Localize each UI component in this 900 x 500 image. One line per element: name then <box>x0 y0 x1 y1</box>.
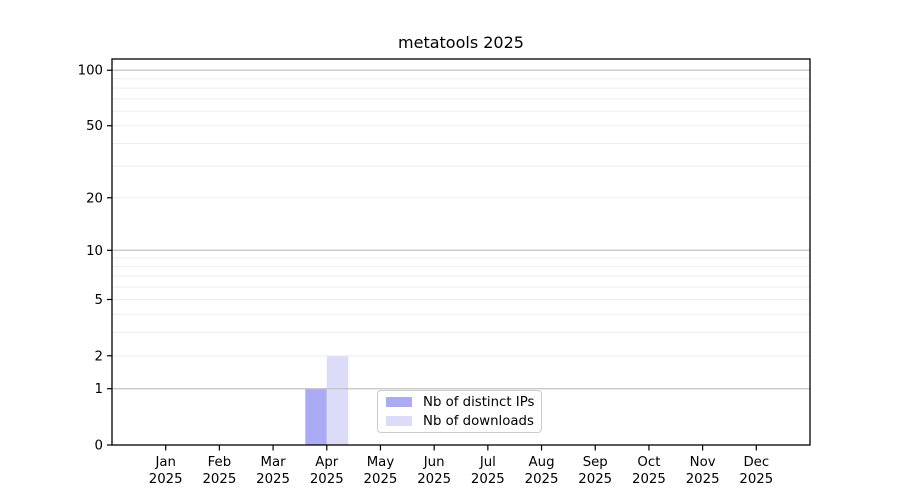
x-tick-label-feb: Feb 2025 <box>202 455 236 487</box>
bar-nb-of-downloads-apr <box>326 355 349 445</box>
legend-label-downloads: Nb of downloads <box>423 413 534 429</box>
y-tick-label-20: 20 <box>86 191 103 206</box>
x-tick-label-aug: Aug 2025 <box>525 455 559 487</box>
x-tick-label-jan: Jan 2025 <box>149 455 183 487</box>
plot-border <box>111 58 811 446</box>
y-tick-label-1: 1 <box>95 382 103 397</box>
legend-label-distinct-ips: Nb of distinct IPs <box>423 394 535 410</box>
y-tick-label-5: 5 <box>95 293 103 308</box>
legend-swatch-distinct-ips <box>386 397 412 407</box>
x-tick-label-dec: Dec 2025 <box>739 455 773 487</box>
x-tick-label-jul: Jul 2025 <box>471 455 505 487</box>
bar-nb-of-distinct-ips-apr <box>305 388 327 445</box>
legend-swatch-downloads <box>386 416 412 426</box>
y-tick-label-10: 10 <box>86 244 103 259</box>
x-tick-label-oct: Oct 2025 <box>632 455 666 487</box>
legend-item-downloads: Nb of downloads <box>378 413 541 430</box>
x-tick-label-apr: Apr 2025 <box>310 455 344 487</box>
chart-title: metatools 2025 <box>398 33 524 52</box>
y-tick-label-0: 0 <box>95 439 103 454</box>
y-tick-label-2: 2 <box>95 349 103 364</box>
x-tick-label-mar: Mar 2025 <box>256 455 290 487</box>
y-tick-label-50: 50 <box>86 119 103 134</box>
x-tick-label-jun: Jun 2025 <box>417 455 451 487</box>
y-tick-label-100: 100 <box>78 64 103 79</box>
x-tick-label-nov: Nov 2025 <box>686 455 720 487</box>
legend: Nb of distinct IPs Nb of downloads <box>377 390 542 433</box>
x-tick-label-sep: Sep 2025 <box>578 455 612 487</box>
x-tick-label-may: May 2025 <box>364 455 398 487</box>
legend-item-distinct-ips: Nb of distinct IPs <box>378 394 541 411</box>
